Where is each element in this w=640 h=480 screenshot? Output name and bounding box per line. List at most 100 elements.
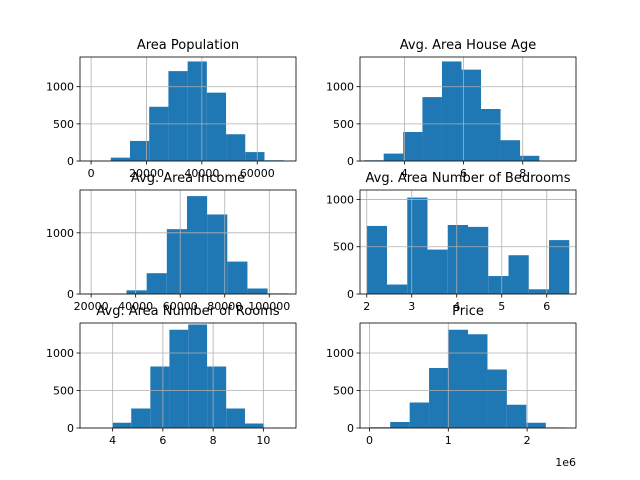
histogram-bar [112,422,132,428]
x-tick-label: 4 [401,167,408,180]
histogram-bar [520,155,540,161]
y-tick-label: 0 [67,155,74,168]
histogram-bar [207,214,228,294]
histogram-bar [186,196,208,294]
histogram-bar [481,109,501,161]
x-tick-label: 5 [498,300,505,313]
histogram-bar [169,329,189,428]
x-tick-label: 3 [408,300,415,313]
x-tick-label: 40000 [184,167,219,180]
axes-frame [79,56,297,162]
subplot-6: 0 1 2 0 500 1000 Price 1e6 [326,304,577,469]
y-tick-label: 500 [333,118,354,131]
x-tick-label: 6 [460,167,467,180]
histogram-bar [390,422,410,428]
histogram-bar [131,408,151,428]
histogram-bar [149,106,169,161]
histogram-bar [366,225,387,294]
x-tick-label: 60000 [163,300,198,313]
y-tick-label: 1000 [46,347,74,360]
histogram-bar [110,157,130,161]
subplot-title: Avg. Area Number of Rooms [96,304,279,319]
axes-frame [79,322,297,429]
subplot-2: 4 6 8 0 500 1000 Avg. Area House Age [326,38,577,180]
histogram-bar [168,71,188,161]
x-tick-label: 1 [445,434,452,447]
subplot-title: Avg. Area Number of Bedrooms [366,171,571,186]
x-tick-label: 80000 [207,300,242,313]
x-tick-label: 6 [159,434,166,447]
subplot-5: 4 6 8 10 0 500 1000 Avg. Area Number of Rooms [46,304,297,447]
subplot-3: 20000 40000 60000 80000 100000 0 1000 Avg. Area… [46,171,297,313]
histogram-bar [448,329,468,428]
histogram-bar [427,249,448,294]
histogram-bar [187,61,207,162]
x-tick-label: 2 [363,300,370,313]
subplot-1: 0 20000 40000 60000 0 500 1000 Area Population [46,38,297,180]
y-tick-label: 0 [347,422,354,435]
axes-frame [359,189,577,295]
histogram-bar [549,240,570,294]
histogram-bar [409,402,430,428]
x-tick-label: 8 [519,167,526,180]
histogram-bar [206,92,227,161]
histogram-bar [422,97,442,161]
histogram-bar [447,224,468,294]
histogram-bar [245,423,265,428]
histogram-bar [129,140,150,161]
subplot-title: Avg. Area House Age [400,38,536,53]
histogram-bar [245,152,265,161]
axes-frame [359,322,577,429]
histogram-bar [508,255,529,294]
y-tick-label: 0 [67,422,74,435]
y-tick-label: 1000 [46,81,74,94]
x-tick-label: 100000 [248,300,290,313]
histogram-bar [528,289,549,294]
histogram-bar [166,229,187,294]
histogram-bar [429,368,449,428]
x-tick-label: 8 [210,434,217,447]
x-tick-label: 4 [109,434,116,447]
y-tick-label: 0 [67,288,74,301]
histogram-bar [226,408,246,428]
y-tick-label: 500 [333,385,354,398]
histogram-bar [226,134,246,161]
histogram-bar [146,273,167,294]
x-tick-label: 0 [366,434,373,447]
y-tick-label: 1000 [326,81,354,94]
histogram-bar [461,69,482,161]
x-tick-label: 60000 [240,167,275,180]
histogram-bar [488,276,509,294]
y-tick-label: 500 [53,385,74,398]
subplot-title: Price [452,304,484,319]
x-tick-label: 4 [453,300,460,313]
x-tick-label: 20000 [129,167,164,180]
y-tick-label: 0 [347,155,354,168]
histogram-bar [150,366,170,428]
y-tick-label: 1000 [46,227,74,240]
x-offset-label: 1e6 [555,456,576,469]
histogram-bar [383,153,404,161]
histogram-bar [126,290,147,294]
subplot-title: Area Population [137,38,239,53]
histogram-bar [188,324,208,428]
y-tick-label: 0 [347,288,354,301]
y-tick-label: 500 [333,241,354,254]
histogram-bar [526,422,546,428]
y-tick-label: 1000 [326,347,354,360]
histogram-bar [487,369,507,428]
histogram-bar [227,261,248,294]
y-tick-label: 1000 [326,193,354,206]
histogram-bar [441,61,462,162]
histogram-bar [207,366,227,428]
x-tick-label: 40000 [118,300,153,313]
x-tick-label: 10 [256,434,270,447]
subplot-4: 2 3 4 5 6 0 500 1000 Avg. Area Number of Bedroom… [326,171,577,313]
histogram-bar [407,197,428,294]
axes-frame [359,56,577,162]
x-tick-label: 20000 [74,300,109,313]
x-tick-label: 6 [543,300,550,313]
histogram-bar [387,284,408,294]
histogram-bar [247,288,268,294]
